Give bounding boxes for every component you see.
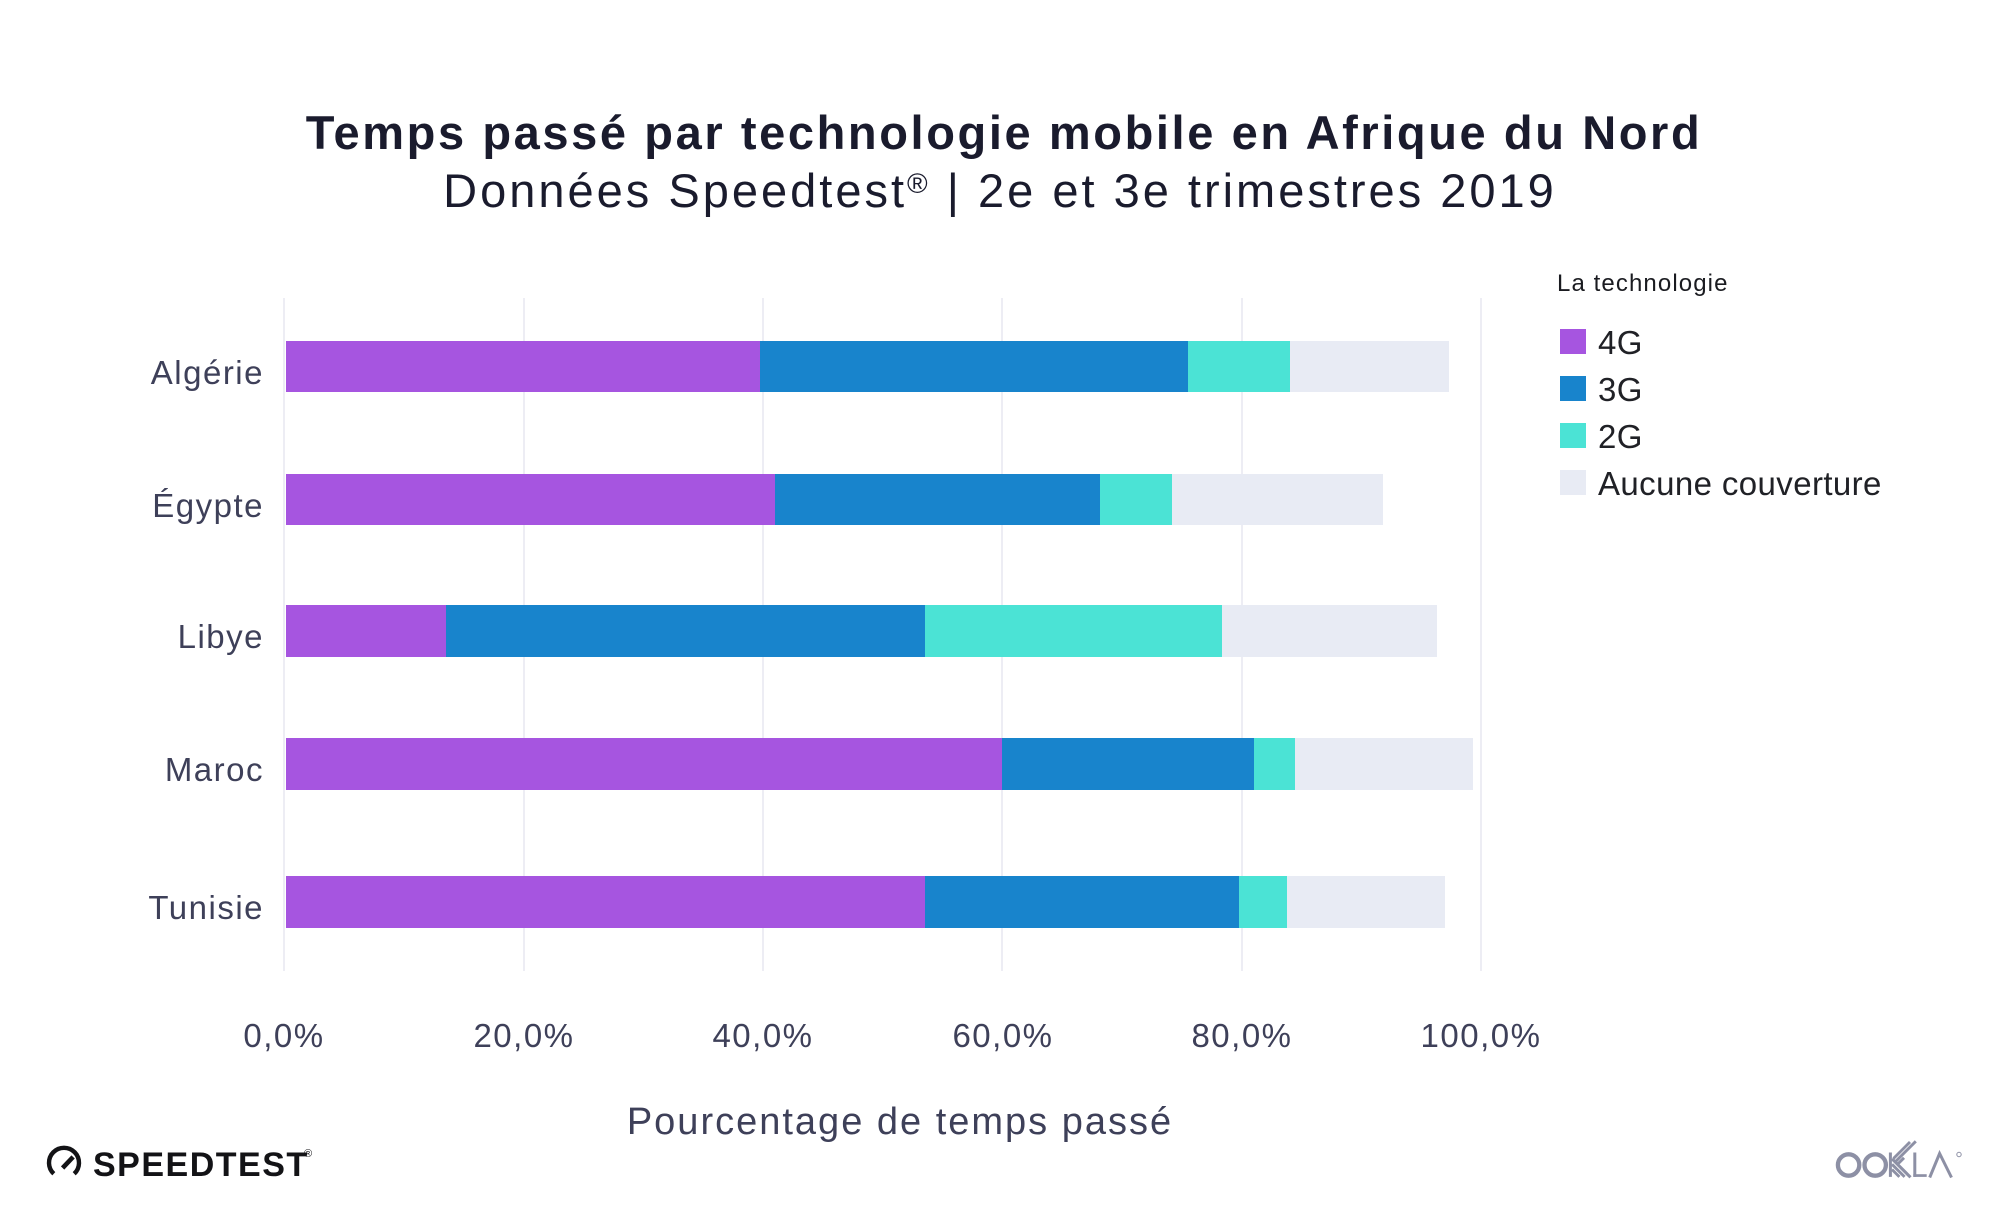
svg-text:SPEEDTEST: SPEEDTEST	[93, 1146, 309, 1184]
svg-text:®: ®	[304, 1148, 312, 1160]
